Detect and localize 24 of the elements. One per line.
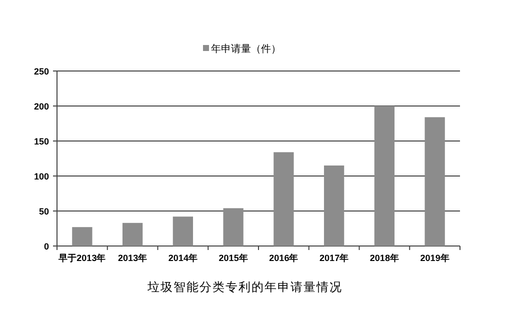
bar xyxy=(424,117,445,246)
y-tick-label: 0 xyxy=(44,242,49,252)
text: 垃圾智能分类专利的年申请量情况 xyxy=(146,280,342,294)
bar xyxy=(172,216,194,246)
y-tick-label: 150 xyxy=(34,136,49,146)
x-tick-label: 2015年 xyxy=(218,253,248,263)
y-tick-label: 50 xyxy=(38,206,49,216)
x-tick-label: 2014年 xyxy=(168,253,198,263)
bar xyxy=(72,227,92,246)
x-tick-label: 2018年 xyxy=(370,253,399,263)
y-tick-label: 200 xyxy=(34,102,49,112)
legend-label: 年申请量（件） xyxy=(211,43,281,55)
bar xyxy=(223,208,244,246)
x-tick-label: 2017年 xyxy=(320,253,349,263)
y-tick-label: 250 xyxy=(34,66,49,76)
bar xyxy=(324,166,344,246)
bar xyxy=(122,222,143,246)
bar xyxy=(374,106,395,246)
y-tick-label: 100 xyxy=(34,172,49,182)
bar xyxy=(274,152,294,246)
x-tick-label: 早于2013年 xyxy=(58,253,106,263)
x-tick-label: 2016年 xyxy=(269,253,298,263)
x-tick-label: 2013年 xyxy=(118,253,148,263)
x-tick-label: 2019年 xyxy=(420,253,450,263)
